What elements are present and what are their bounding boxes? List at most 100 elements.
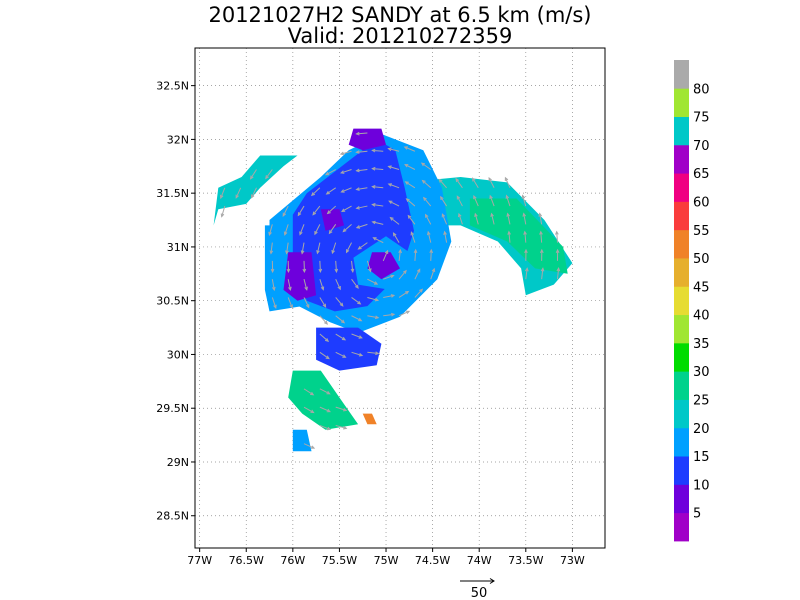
x-tick-label: 75.5W <box>322 554 357 567</box>
wind-vector-head <box>438 178 443 183</box>
wind-vector-head <box>524 248 528 254</box>
wind-vector <box>351 278 359 289</box>
wind-vector-head <box>350 268 355 273</box>
wind-vector <box>383 313 395 317</box>
wind-vector <box>342 223 352 232</box>
wind-vector <box>319 297 326 308</box>
wind-vector-head <box>355 187 360 191</box>
wind-vector-head <box>273 304 277 310</box>
wind-vector <box>287 279 291 291</box>
x-tick-label: 74W <box>467 554 492 567</box>
wind-vector-head <box>431 267 436 273</box>
colorbar-swatch <box>674 88 689 117</box>
colorbar-swatch <box>674 229 689 259</box>
wind-vector <box>328 224 337 234</box>
wind-vector-head <box>355 168 360 173</box>
reference-arrowhead <box>489 578 495 584</box>
wind-vector-head <box>388 200 393 205</box>
wind-vector-head <box>324 320 328 325</box>
colorbar-label: 40 <box>693 309 710 324</box>
wind-vector-head <box>374 315 380 320</box>
wind-vector-head <box>282 212 287 217</box>
wind-vector <box>505 195 511 207</box>
reference-vector: 50 <box>460 578 495 600</box>
wind-vector-head <box>489 194 493 200</box>
colorbar-label: 65 <box>693 167 710 182</box>
wind-vector-head <box>355 225 361 229</box>
wind-region-southwest-band <box>288 370 359 430</box>
wind-vector-head <box>374 281 379 285</box>
wind-vector-head <box>325 355 330 360</box>
wind-vector-head <box>538 212 543 217</box>
wind-vector <box>221 205 226 217</box>
wind-vector-head <box>407 214 412 219</box>
y-tick-label: 29.5N <box>156 402 189 415</box>
wind-region-spiral-band-east-core <box>469 198 568 274</box>
wind-vector-head <box>300 250 305 255</box>
wind-vector-head <box>374 297 380 302</box>
wind-vector-head <box>302 268 307 274</box>
wind-vector <box>335 278 341 290</box>
colorbar-swatch <box>674 201 689 231</box>
wind-vector <box>393 232 400 243</box>
wind-vector <box>473 195 479 207</box>
wind-vector-head <box>339 151 345 156</box>
colorbar-label: 30 <box>693 365 710 380</box>
wind-vector-head <box>488 176 492 182</box>
wind-vector <box>356 150 368 153</box>
wind-vector-head <box>390 274 395 279</box>
wind-vector-head <box>331 249 335 255</box>
wind-vector-head <box>357 300 362 305</box>
wind-vector <box>265 169 273 179</box>
wind-vector <box>331 242 337 254</box>
colorbar-swatch <box>674 399 689 429</box>
wind-vector-head <box>441 213 446 218</box>
colorbar-swatch <box>674 173 689 202</box>
wind-vector-head <box>288 286 292 292</box>
wind-vector <box>335 297 344 307</box>
y-tick-label: 31N <box>167 241 189 254</box>
plot-frame <box>194 47 606 549</box>
colorbar-label: 45 <box>693 280 710 295</box>
wind-vector <box>351 351 363 357</box>
wind-vector-head <box>371 185 376 189</box>
wind-vector <box>335 333 346 341</box>
wind-vector <box>489 195 495 207</box>
wind-vector <box>220 187 226 199</box>
y-tick-label: 28.5N <box>156 510 189 523</box>
wind-vector <box>271 297 277 309</box>
wind-vector <box>430 249 432 261</box>
wind-vector-head <box>341 208 346 213</box>
colorbar: 5 10 15 20 25 30 35 40 45 50 55 60 65 70 75 80 <box>674 60 710 542</box>
wind-vector-head <box>324 171 330 176</box>
wind-vector <box>356 132 368 135</box>
wind-vector <box>458 213 463 225</box>
wind-vector <box>525 268 528 280</box>
wind-vector-head <box>289 304 293 309</box>
wind-vector-head <box>384 249 389 255</box>
y-tick-label: 30N <box>167 348 189 361</box>
x-tick-label: 73.5W <box>508 554 543 567</box>
wind-region-spiral-band-east <box>404 177 573 296</box>
chart-subtitle: Valid: 201210272359 <box>288 24 513 48</box>
wind-vector <box>541 268 544 280</box>
x-tick-label: 77W <box>187 554 212 567</box>
wind-vector <box>427 231 432 243</box>
y-tick-label: 32N <box>167 133 189 146</box>
wind-vector-head <box>404 181 409 185</box>
colorbar-swatch <box>674 286 689 316</box>
wind-vector-head <box>249 175 254 180</box>
wind-vector <box>372 168 384 171</box>
wind-vector-head <box>345 249 350 254</box>
wind-vector-head <box>389 216 394 221</box>
wind-vector <box>358 242 368 250</box>
wind-vector-head <box>220 213 225 218</box>
wind-vector <box>356 169 368 172</box>
wind-vector-head <box>504 176 509 182</box>
wind-vector-head <box>556 267 561 272</box>
wind-vector <box>383 294 395 298</box>
colorbar-label: 80 <box>693 82 710 97</box>
wind-vector <box>388 183 400 189</box>
wind-vector-head <box>372 237 377 241</box>
